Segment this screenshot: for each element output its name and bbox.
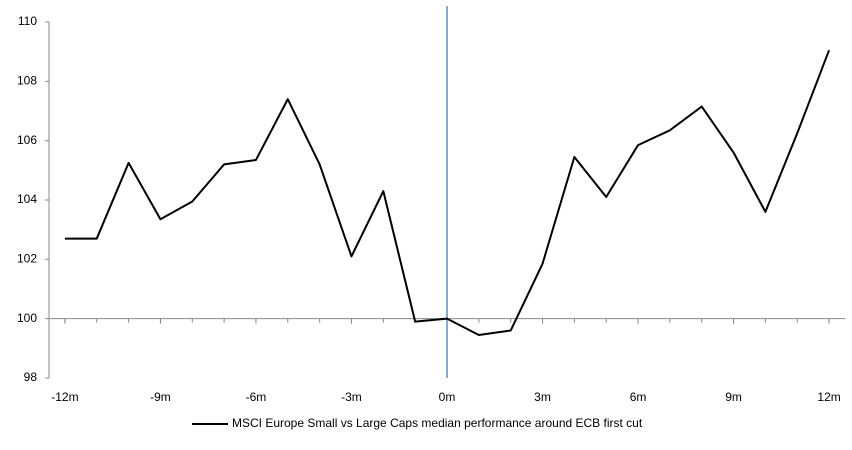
x-tick-label: 3m bbox=[534, 390, 551, 404]
y-tick-label: 108 bbox=[17, 74, 37, 88]
x-tick-label: 9m bbox=[725, 390, 742, 404]
x-tick-label: 0m bbox=[439, 390, 456, 404]
y-tick-label: 98 bbox=[24, 370, 38, 384]
x-tick-label: -12m bbox=[51, 390, 78, 404]
y-tick-label: 102 bbox=[17, 252, 37, 266]
x-tick-label: -6m bbox=[246, 390, 267, 404]
x-tick-label: -9m bbox=[150, 390, 171, 404]
x-tick-label: 12m bbox=[817, 390, 840, 404]
series-line bbox=[64, 49, 831, 336]
y-tick-label: 110 bbox=[18, 14, 37, 28]
y-tick-label: 104 bbox=[17, 192, 37, 206]
legend-label: MSCI Europe Small vs Large Caps median p… bbox=[232, 416, 643, 430]
y-tick-label: 106 bbox=[17, 133, 37, 147]
x-tick-label: 6m bbox=[630, 390, 647, 404]
y-tick-label: 100 bbox=[17, 311, 37, 325]
x-tick-label: -3m bbox=[341, 390, 362, 404]
